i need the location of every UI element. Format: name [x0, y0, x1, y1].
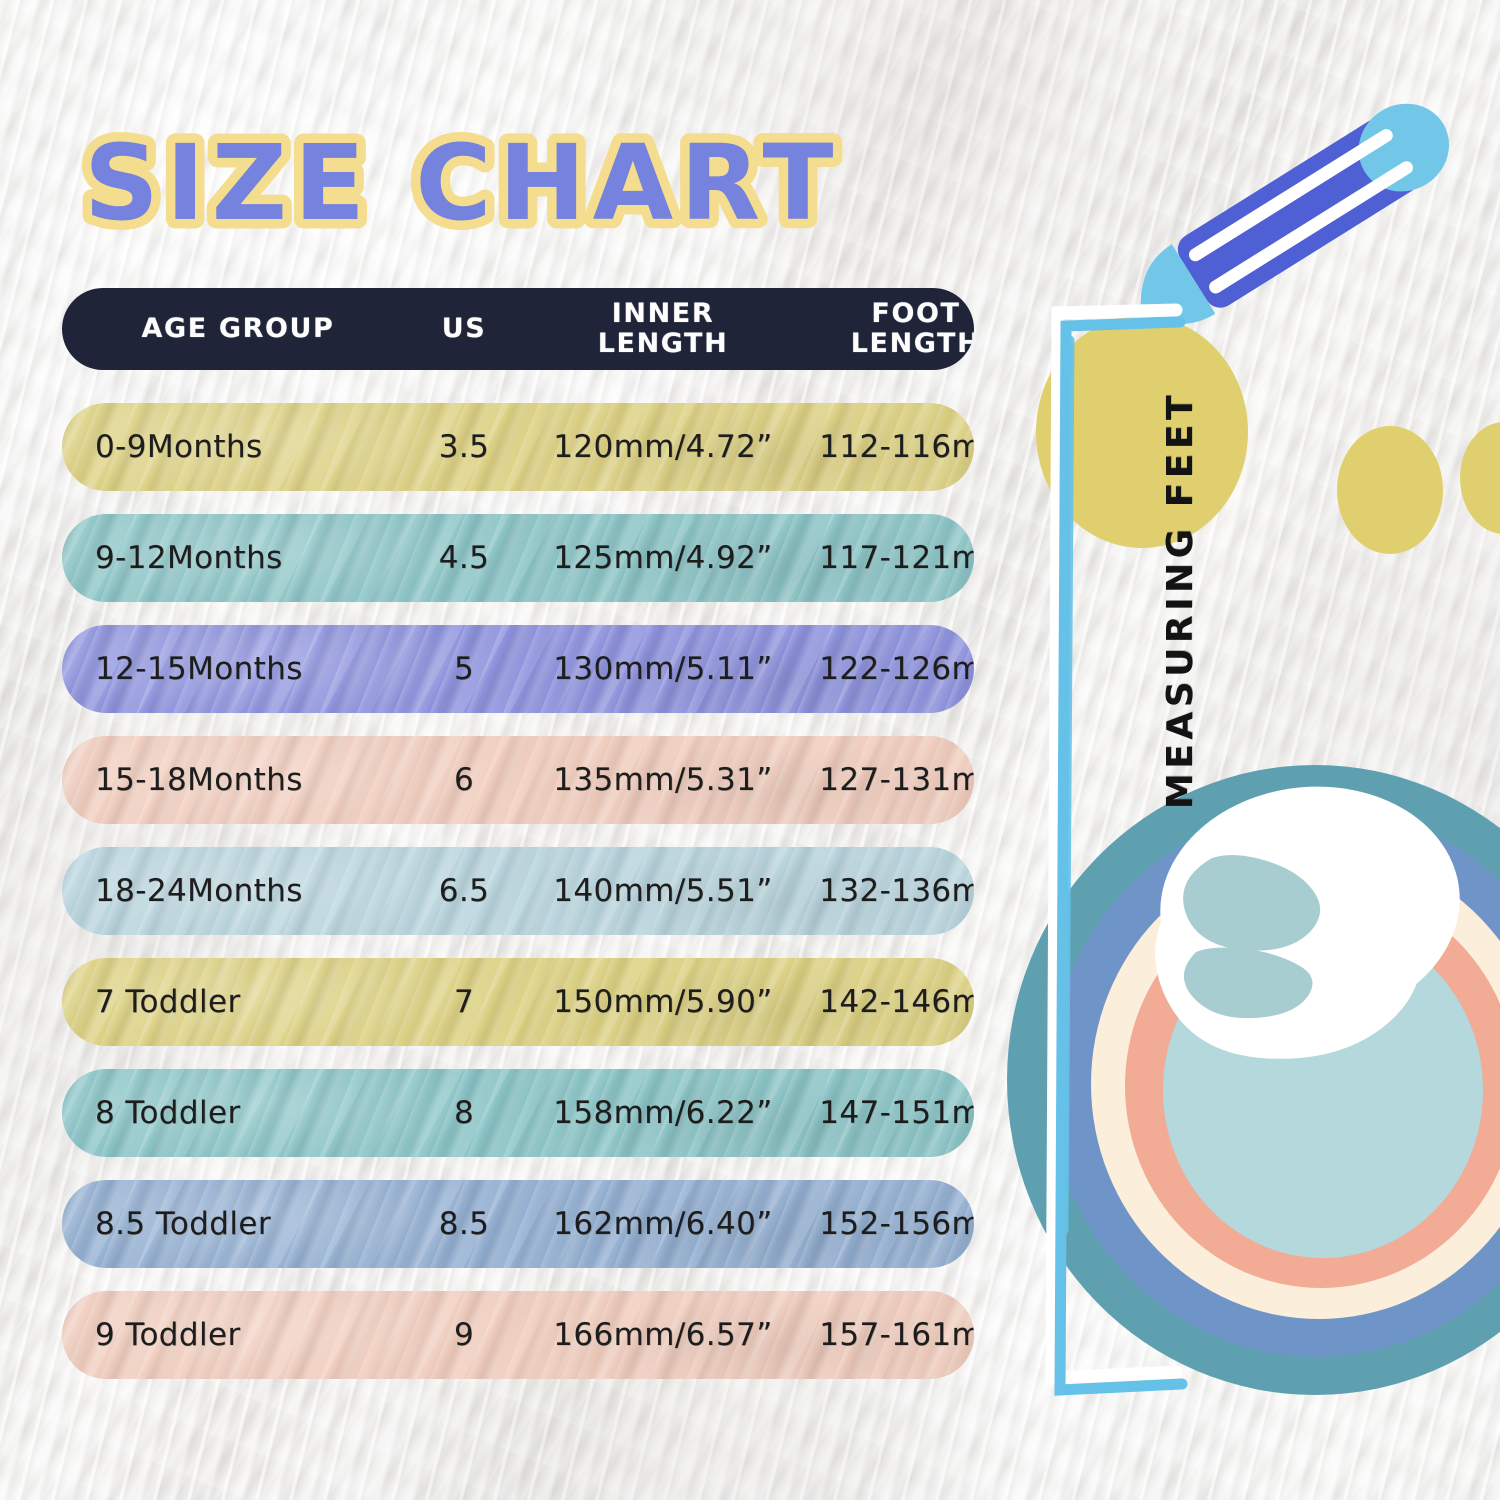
column-header-foot-length: FOOT LENGTH [807, 299, 974, 359]
column-header-inner-length-line1: INNER [611, 298, 715, 329]
cell-age-group: 9 Toddler [95, 1317, 241, 1353]
column-header-us: US [414, 314, 514, 344]
cell-inner-length: 140mm/5.51” [553, 873, 773, 909]
table-row: 8.5 Toddler 8.5 162mm/6.40” 152-156mm [62, 1180, 974, 1268]
page-title-fill: SIZE CHART [84, 122, 840, 244]
cell-us: 9 [453, 1317, 475, 1353]
cell-age-group: 7 Toddler [95, 984, 241, 1020]
cell-inner-length: 130mm/5.11” [553, 651, 773, 687]
cell-us: 3.5 [438, 429, 490, 465]
cell-age-group: 18-24Months [95, 873, 303, 909]
cell-age-group: 8 Toddler [95, 1095, 241, 1131]
cell-us: 5 [453, 651, 475, 687]
column-header-us-label: US [441, 313, 487, 344]
column-header-inner-length: INNER LENGTH [517, 299, 809, 359]
cell-us: 8 [453, 1095, 475, 1131]
cell-us: 8.5 [438, 1206, 490, 1242]
page-title: SIZE CHART SIZE CHART [75, 113, 908, 254]
table-row: 15-18Months 6 135mm/5.31” 127-131mm [62, 736, 974, 824]
cell-inner-length: 135mm/5.31” [553, 762, 773, 798]
cell-foot-length: 127-131mm [819, 762, 974, 798]
cell-inner-length: 166mm/6.57” [553, 1317, 773, 1353]
cell-age-group: 15-18Months [95, 762, 303, 798]
table-row: 0-9Months 3.5 120mm/4.72” 112-116mm [62, 403, 974, 491]
illustration-panel [980, 0, 1500, 1500]
table-row: 12-15Months 5 130mm/5.11” 122-126mm [62, 625, 974, 713]
measuring-feet-label: MEASURING FEET [1150, 360, 1210, 840]
column-header-age-group-label: AGE GROUP [141, 313, 335, 344]
cell-foot-length: 112-116mm [819, 429, 974, 465]
table-row: 9-12Months 4.5 125mm/4.92” 117-121mm [62, 514, 974, 602]
cell-inner-length: 158mm/6.22” [553, 1095, 773, 1131]
column-header-foot-length-line2: LENGTH [850, 328, 974, 359]
cell-foot-length: 157-161mm [819, 1317, 974, 1353]
cell-age-group: 12-15Months [95, 651, 303, 687]
column-header-foot-length-line1: FOOT [871, 298, 961, 329]
cell-age-group: 0-9Months [95, 429, 263, 465]
column-header-inner-length-line2: LENGTH [597, 328, 729, 359]
table-row: 18-24Months 6.5 140mm/5.51” 132-136mm [62, 847, 974, 935]
cell-us: 7 [453, 984, 475, 1020]
size-chart-table: AGE GROUP US INNER LENGTH FOOT LENGTH 0-… [62, 288, 974, 1402]
cell-foot-length: 147-151mm [819, 1095, 974, 1131]
cell-us: 6.5 [438, 873, 490, 909]
measuring-bracket-icon [1045, 303, 1188, 1396]
footprint-icon [1155, 786, 1460, 1059]
cell-age-group: 8.5 Toddler [95, 1206, 271, 1242]
table-row: 7 Toddler 7 150mm/5.90” 142-146mm [62, 958, 974, 1046]
cell-foot-length: 132-136mm [819, 873, 974, 909]
cell-inner-length: 125mm/4.92” [553, 540, 773, 576]
page-title-outline: SIZE CHART [84, 122, 840, 244]
cell-foot-length: 152-156mm [819, 1206, 974, 1242]
measuring-feet-text: MEASURING FEET [1159, 390, 1201, 810]
column-header-age-group: AGE GROUP [95, 314, 381, 344]
cell-us: 6 [453, 762, 475, 798]
table-row: 8 Toddler 8 158mm/6.22” 147-151mm [62, 1069, 974, 1157]
table-header-row: AGE GROUP US INNER LENGTH FOOT LENGTH [62, 288, 974, 370]
cell-inner-length: 150mm/5.90” [553, 984, 773, 1020]
cell-age-group: 9-12Months [95, 540, 283, 576]
cell-inner-length: 162mm/6.40” [553, 1206, 773, 1242]
cell-foot-length: 122-126mm [819, 651, 974, 687]
table-row: 9 Toddler 9 166mm/6.57” 157-161mm [62, 1291, 974, 1379]
pencil-icon [1140, 103, 1449, 324]
yellow-dots-decor [1036, 316, 1500, 554]
cell-inner-length: 120mm/4.72” [553, 429, 773, 465]
cell-foot-length: 142-146mm [819, 984, 974, 1020]
cell-foot-length: 117-121mm [819, 540, 974, 576]
cell-us: 4.5 [438, 540, 490, 576]
